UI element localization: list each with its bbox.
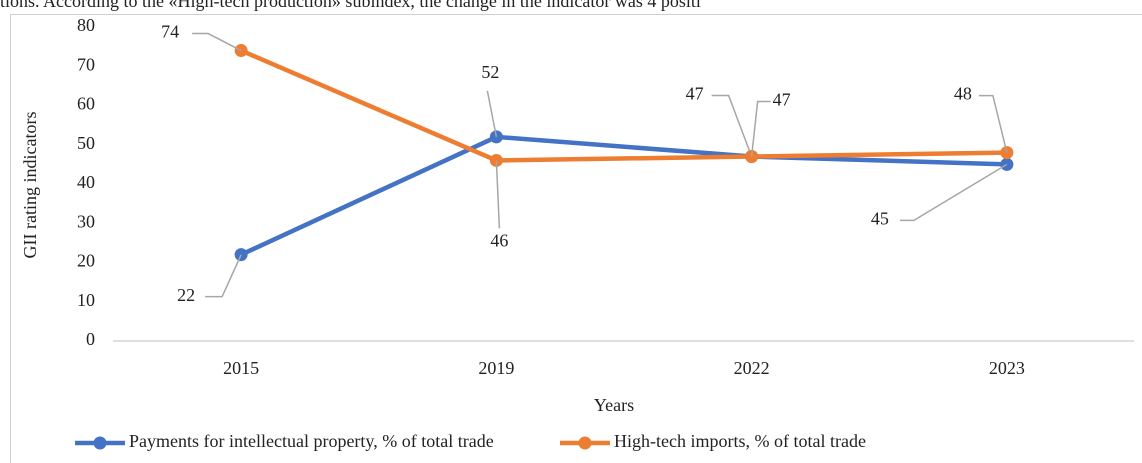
data-label: 45 [871, 209, 889, 229]
leader-line [899, 163, 1008, 222]
leader-line [978, 94, 1008, 153]
y-tick-label: 20 [77, 251, 95, 271]
series-line [240, 48, 1007, 163]
leader-line [192, 32, 242, 52]
chart-frame [10, 14, 1142, 463]
series-line [240, 134, 1007, 257]
data-label: 46 [490, 231, 508, 251]
y-tick-label: 70 [77, 54, 95, 74]
legend-label: High-tech imports, % of total trade [614, 431, 866, 451]
legend-marker [578, 436, 592, 450]
data-label: 47 [686, 84, 704, 104]
data-label: 74 [161, 22, 179, 42]
y-tick-label: 60 [77, 94, 95, 114]
leader-line [486, 90, 498, 138]
data-label: 47 [773, 90, 791, 110]
x-axis-label: Years [594, 395, 634, 415]
legend-marker [93, 436, 107, 450]
y-axis-label: GII rating indicators [20, 112, 40, 259]
y-tick-label: 50 [77, 133, 95, 153]
x-tick-label: 2022 [734, 358, 770, 378]
text-above: tions. According to the «High-tech produ… [0, 0, 701, 11]
y-tick-label: 40 [77, 172, 95, 192]
data-label: 22 [177, 285, 195, 305]
leader-line [711, 94, 753, 157]
leader-line [205, 254, 242, 298]
y-tick-label: 80 [77, 15, 95, 35]
data-label: 52 [481, 62, 499, 82]
x-tick-label: 2019 [478, 358, 514, 378]
y-tick-label: 30 [77, 211, 95, 231]
y-tick-label: 0 [86, 329, 95, 349]
leader-line [750, 100, 771, 157]
legend-label: Payments for intellectual property, % of… [129, 431, 494, 451]
data-label: 48 [954, 84, 972, 104]
leader-line [495, 160, 501, 229]
x-tick-label: 2015 [223, 358, 259, 378]
y-tick-label: 10 [77, 290, 95, 310]
x-tick-label: 2023 [989, 358, 1025, 378]
